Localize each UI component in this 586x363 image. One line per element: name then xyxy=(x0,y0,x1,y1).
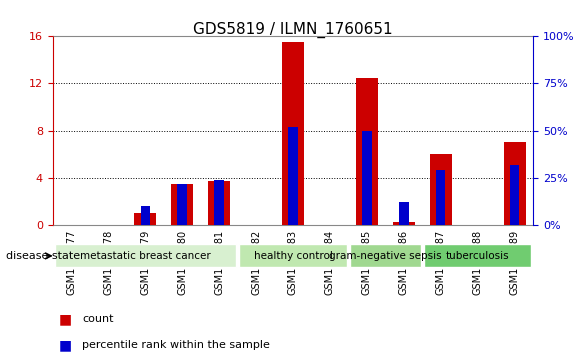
Bar xyxy=(214,180,224,225)
Text: count: count xyxy=(82,314,114,325)
Bar xyxy=(510,165,519,225)
Text: ■: ■ xyxy=(59,338,71,352)
Text: disease state: disease state xyxy=(6,251,80,261)
FancyBboxPatch shape xyxy=(240,245,346,267)
FancyBboxPatch shape xyxy=(350,245,421,267)
Bar xyxy=(208,182,230,225)
Text: tuberculosis: tuberculosis xyxy=(446,251,510,261)
Text: metastatic breast cancer: metastatic breast cancer xyxy=(80,251,210,261)
Bar xyxy=(141,206,150,225)
Bar xyxy=(504,143,526,225)
FancyBboxPatch shape xyxy=(424,245,532,267)
Bar xyxy=(171,184,193,225)
Text: percentile rank within the sample: percentile rank within the sample xyxy=(82,340,270,350)
Text: GDS5819 / ILMN_1760651: GDS5819 / ILMN_1760651 xyxy=(193,22,393,38)
FancyBboxPatch shape xyxy=(54,245,236,267)
Text: gram-negative sepsis: gram-negative sepsis xyxy=(329,251,442,261)
Bar xyxy=(282,42,304,225)
Bar xyxy=(362,131,372,225)
Bar xyxy=(134,213,156,225)
Text: ■: ■ xyxy=(59,313,71,326)
Bar xyxy=(436,170,445,225)
Bar xyxy=(393,221,415,225)
Bar xyxy=(356,78,378,225)
Bar xyxy=(288,127,298,225)
Text: healthy control: healthy control xyxy=(254,251,332,261)
Bar xyxy=(399,203,408,225)
Bar xyxy=(430,154,452,225)
Bar xyxy=(178,184,187,225)
